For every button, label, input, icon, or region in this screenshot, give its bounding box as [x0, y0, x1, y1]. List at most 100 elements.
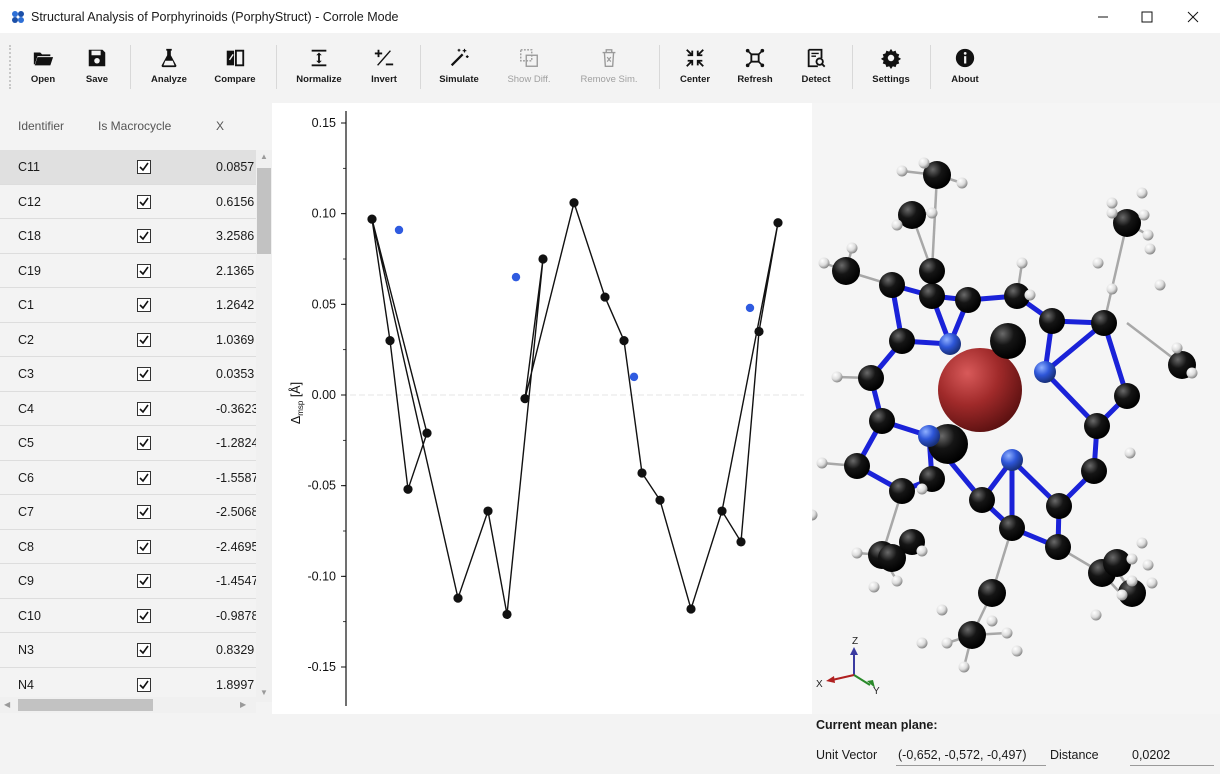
refresh-button[interactable]: Refresh [737, 47, 773, 99]
hydrogen-atom [812, 509, 818, 521]
unit-vector-field[interactable]: (-0,652, -0,572, -0,497) [896, 748, 1046, 766]
macrocycle-checkbox[interactable] [137, 367, 151, 381]
table-row[interactable]: N3 0.8329 [0, 633, 256, 668]
normalize-button[interactable]: Normalize [296, 47, 342, 99]
molecule-3d-view[interactable]: Z X Y [812, 103, 1220, 714]
hydrogen-atom [891, 575, 903, 587]
table-row[interactable]: C1 1.2642 [0, 288, 256, 323]
simulate-button[interactable]: Simulate [438, 47, 480, 99]
table-row[interactable]: C7 -2.5068 [0, 495, 256, 530]
displacement-plot[interactable]: 0.15 0.10 0.05 0.00 -0.05 -0.10 -0.15 Δmsp [Å] [272, 103, 812, 714]
mean-plane-panel: Current mean plane: Unit Vector (-0,652,… [812, 714, 1220, 774]
carbon-atom [889, 328, 915, 354]
column-header-x[interactable]: X [216, 119, 225, 133]
macrocycle-checkbox[interactable] [137, 298, 151, 312]
vertical-scrollbar[interactable]: ▲ ▼ [256, 150, 272, 702]
carbon-atom [832, 257, 860, 285]
minimize-icon [1098, 16, 1108, 17]
y-tick-label: 0.00 [312, 388, 336, 402]
table-row[interactable]: C6 -1.5587 [0, 461, 256, 495]
hydrogen-atom [1016, 257, 1028, 269]
macrocycle-checkbox[interactable] [137, 401, 151, 416]
check-icon [139, 266, 149, 275]
scroll-up-arrow-icon[interactable]: ▲ [260, 152, 268, 161]
table-row[interactable]: C9 -1.4547 [0, 564, 256, 599]
atom-identifier: C2 [18, 332, 34, 347]
macrocycle-checkbox[interactable] [137, 574, 151, 588]
about-button[interactable]: About [950, 47, 980, 99]
invert-button[interactable]: Invert [368, 47, 400, 99]
macrocycle-checkbox[interactable] [137, 677, 151, 692]
scroll-left-arrow-icon[interactable]: ◀ [4, 700, 11, 709]
atom-x-value: 1.0369 [216, 332, 255, 347]
macrocycle-checkbox[interactable] [137, 263, 151, 278]
table-row[interactable]: C18 3.2586 [0, 219, 256, 254]
macrocycle-checkbox[interactable] [137, 505, 151, 519]
maximize-button[interactable] [1124, 0, 1170, 33]
save-button[interactable]: Save [82, 47, 112, 99]
check-icon [139, 680, 149, 689]
axis-z-label: Z [852, 636, 858, 647]
open-button[interactable]: Open [28, 47, 58, 99]
show-diff-button[interactable]: Show Diff. [506, 47, 552, 99]
table-row[interactable]: C3 0.0353 [0, 357, 256, 392]
y-axis-label-unit: [Å] [288, 382, 303, 401]
macrocycle-checkbox[interactable] [137, 608, 151, 623]
molecule-canvas[interactable]: Z X Y [812, 103, 1220, 714]
table-row[interactable]: C8 -2.4695 [0, 530, 256, 564]
macrocycle-checkbox[interactable] [137, 160, 151, 174]
table-row[interactable]: C10 -0.9878 [0, 599, 256, 633]
macrocycle-checkbox[interactable] [137, 194, 151, 209]
data-point [736, 537, 746, 547]
macrocycle-checkbox[interactable] [137, 643, 151, 657]
column-header-is-macrocycle[interactable]: Is Macrocycle [98, 119, 172, 133]
folder-open-icon [33, 52, 54, 66]
carbon-atom [1118, 579, 1146, 607]
hydrogen-atom [816, 457, 828, 469]
center-button[interactable]: Center [678, 47, 712, 99]
carbon-atom [955, 287, 981, 313]
atom-identifier: N3 [18, 643, 34, 657]
table-row[interactable]: C19 2.1365 [0, 254, 256, 288]
remove-sim-button[interactable]: Remove Sim. [580, 47, 638, 99]
macrocycle-checkbox[interactable] [137, 470, 151, 485]
table-row[interactable]: C11 0.0857 [0, 150, 256, 185]
hydrogen-atom [956, 177, 968, 189]
carbon-atom [869, 408, 895, 434]
macrocycle-checkbox[interactable] [137, 229, 151, 243]
carbon-atom [1045, 534, 1071, 560]
macrocycle-checkbox[interactable] [137, 332, 151, 347]
data-point [773, 218, 783, 228]
horizontal-scrollbar[interactable]: ◀ ▶ [0, 697, 256, 713]
molecule-model[interactable] [812, 157, 1198, 673]
close-button[interactable] [1170, 0, 1216, 33]
remove-sim-label: Remove Sim. [580, 74, 638, 85]
plot-canvas[interactable]: 0.15 0.10 0.05 0.00 -0.05 -0.10 -0.15 Δmsp [Å] [272, 103, 812, 714]
distance-field[interactable]: 0,0202 [1130, 748, 1214, 766]
column-header-identifier[interactable]: Identifier [18, 119, 65, 133]
table-row[interactable]: C12 0.6156 [0, 185, 256, 219]
check-icon [139, 231, 149, 241]
table-row[interactable]: C2 1.0369 [0, 323, 256, 357]
macrocycle-checkbox[interactable] [137, 539, 151, 554]
scroll-right-arrow-icon[interactable]: ▶ [240, 700, 247, 709]
check-icon [139, 473, 149, 482]
settings-button[interactable]: Settings [870, 47, 912, 99]
horizontal-scroll-thumb[interactable] [18, 699, 153, 711]
table-row[interactable]: C4 -0.3623 [0, 392, 256, 426]
detect-button[interactable]: Detect [800, 47, 832, 99]
vertical-scroll-thumb[interactable] [257, 168, 271, 254]
data-point [453, 593, 463, 603]
table-row[interactable]: C5 -1.2824 [0, 426, 256, 461]
macrocycle-checkbox[interactable] [137, 436, 151, 450]
toolbar-grip[interactable] [9, 45, 11, 89]
analyze-button[interactable]: Analyze [150, 47, 188, 99]
gear-icon [880, 48, 902, 69]
normalize-label: Normalize [296, 74, 342, 85]
close-icon [1187, 11, 1199, 22]
compare-button[interactable]: Compare [214, 47, 256, 99]
minimize-button[interactable] [1080, 0, 1126, 33]
scroll-down-arrow-icon[interactable]: ▼ [260, 688, 268, 697]
substituent-bond [930, 174, 939, 272]
check-icon [139, 611, 149, 620]
